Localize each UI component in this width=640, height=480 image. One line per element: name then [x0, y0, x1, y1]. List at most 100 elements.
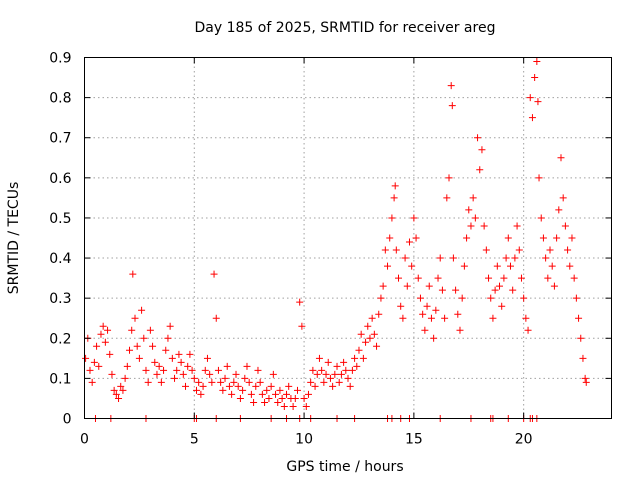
y-tick-label: 0.1	[49, 371, 71, 387]
data-point	[535, 174, 543, 182]
data-point	[128, 326, 136, 334]
data-point	[348, 366, 356, 374]
data-point	[346, 382, 354, 390]
data-point	[230, 378, 238, 386]
y-tick-label: 0.2	[49, 331, 71, 347]
data-point	[353, 362, 361, 370]
data-point	[582, 378, 590, 386]
data-point	[223, 362, 231, 370]
data-point	[542, 254, 550, 262]
data-point	[539, 234, 547, 242]
data-point	[448, 102, 456, 110]
data-point	[304, 390, 312, 398]
data-point	[528, 114, 536, 122]
data-point	[474, 134, 482, 142]
data-point	[166, 322, 174, 330]
data-point	[469, 194, 477, 202]
data-point	[254, 366, 262, 374]
data-point	[93, 342, 101, 350]
data-point	[548, 262, 556, 270]
data-point	[384, 262, 392, 270]
data-point	[239, 386, 247, 394]
data-point	[123, 362, 131, 370]
data-point	[513, 222, 521, 230]
x-tick-label: 5	[190, 432, 199, 448]
data-point	[188, 366, 196, 374]
data-point	[421, 326, 429, 334]
data-point	[146, 326, 154, 334]
data-point	[381, 246, 389, 254]
data-point	[362, 338, 370, 346]
data-point	[342, 366, 350, 374]
label-layer: 0 0.1 0.2 0.3 0.4 0.5 0.6 0.7 0.8 0.9 0 5 10 15 20	[49, 51, 532, 448]
data-point	[302, 402, 310, 410]
data-point	[274, 398, 282, 406]
data-point	[214, 366, 222, 374]
data-point	[377, 294, 385, 302]
data-point	[502, 254, 510, 262]
data-point	[511, 254, 519, 262]
data-point	[157, 378, 165, 386]
data-point	[557, 154, 565, 162]
data-point	[403, 282, 411, 290]
data-point	[278, 394, 286, 402]
data-point	[201, 366, 209, 374]
data-point	[359, 354, 367, 362]
data-point	[397, 302, 405, 310]
data-point	[256, 378, 264, 386]
data-point	[131, 314, 139, 322]
data-point	[373, 342, 381, 350]
data-point	[390, 194, 398, 202]
data-point	[401, 254, 409, 262]
data-point	[276, 386, 284, 394]
data-point	[392, 246, 400, 254]
data-point	[133, 342, 141, 350]
data-point	[90, 358, 98, 366]
data-point	[423, 302, 431, 310]
data-point	[175, 350, 183, 358]
data-point	[575, 314, 583, 322]
data-point	[524, 326, 532, 334]
data-point	[160, 366, 168, 374]
data-point	[337, 370, 345, 378]
data-point	[436, 254, 444, 262]
data-point	[522, 314, 530, 322]
data-point	[186, 350, 194, 358]
data-point	[267, 382, 275, 390]
data-point	[570, 274, 578, 282]
data-point	[206, 370, 214, 378]
data-point	[142, 366, 150, 374]
data-point	[553, 234, 561, 242]
data-point	[550, 282, 558, 290]
data-point	[509, 286, 517, 294]
data-point	[434, 274, 442, 282]
data-point	[564, 246, 572, 254]
data-point	[195, 378, 203, 386]
y-tick-label: 0.4	[49, 251, 71, 267]
data-point	[280, 402, 288, 410]
data-point	[112, 390, 120, 398]
data-point	[140, 334, 148, 342]
data-point	[498, 302, 506, 310]
data-point	[322, 370, 330, 378]
y-tick-label: 0.3	[49, 291, 71, 307]
data-point	[171, 374, 179, 382]
chart-title: Day 185 of 2025, SRMTID for receiver are…	[195, 20, 496, 36]
data-point	[443, 194, 451, 202]
data-point	[526, 94, 534, 102]
data-point	[520, 294, 528, 302]
data-point	[129, 270, 137, 278]
data-point	[447, 82, 455, 90]
data-point	[153, 370, 161, 378]
data-point	[487, 294, 495, 302]
data-point	[241, 374, 249, 382]
x-tick-label: 15	[405, 432, 423, 448]
points-layer	[82, 58, 590, 422]
data-point	[577, 334, 585, 342]
data-point	[95, 362, 103, 370]
y-tick-label: 0.5	[49, 211, 71, 227]
data-point	[329, 382, 337, 390]
y-tick-label: 0.7	[49, 131, 71, 147]
data-point	[318, 366, 326, 374]
